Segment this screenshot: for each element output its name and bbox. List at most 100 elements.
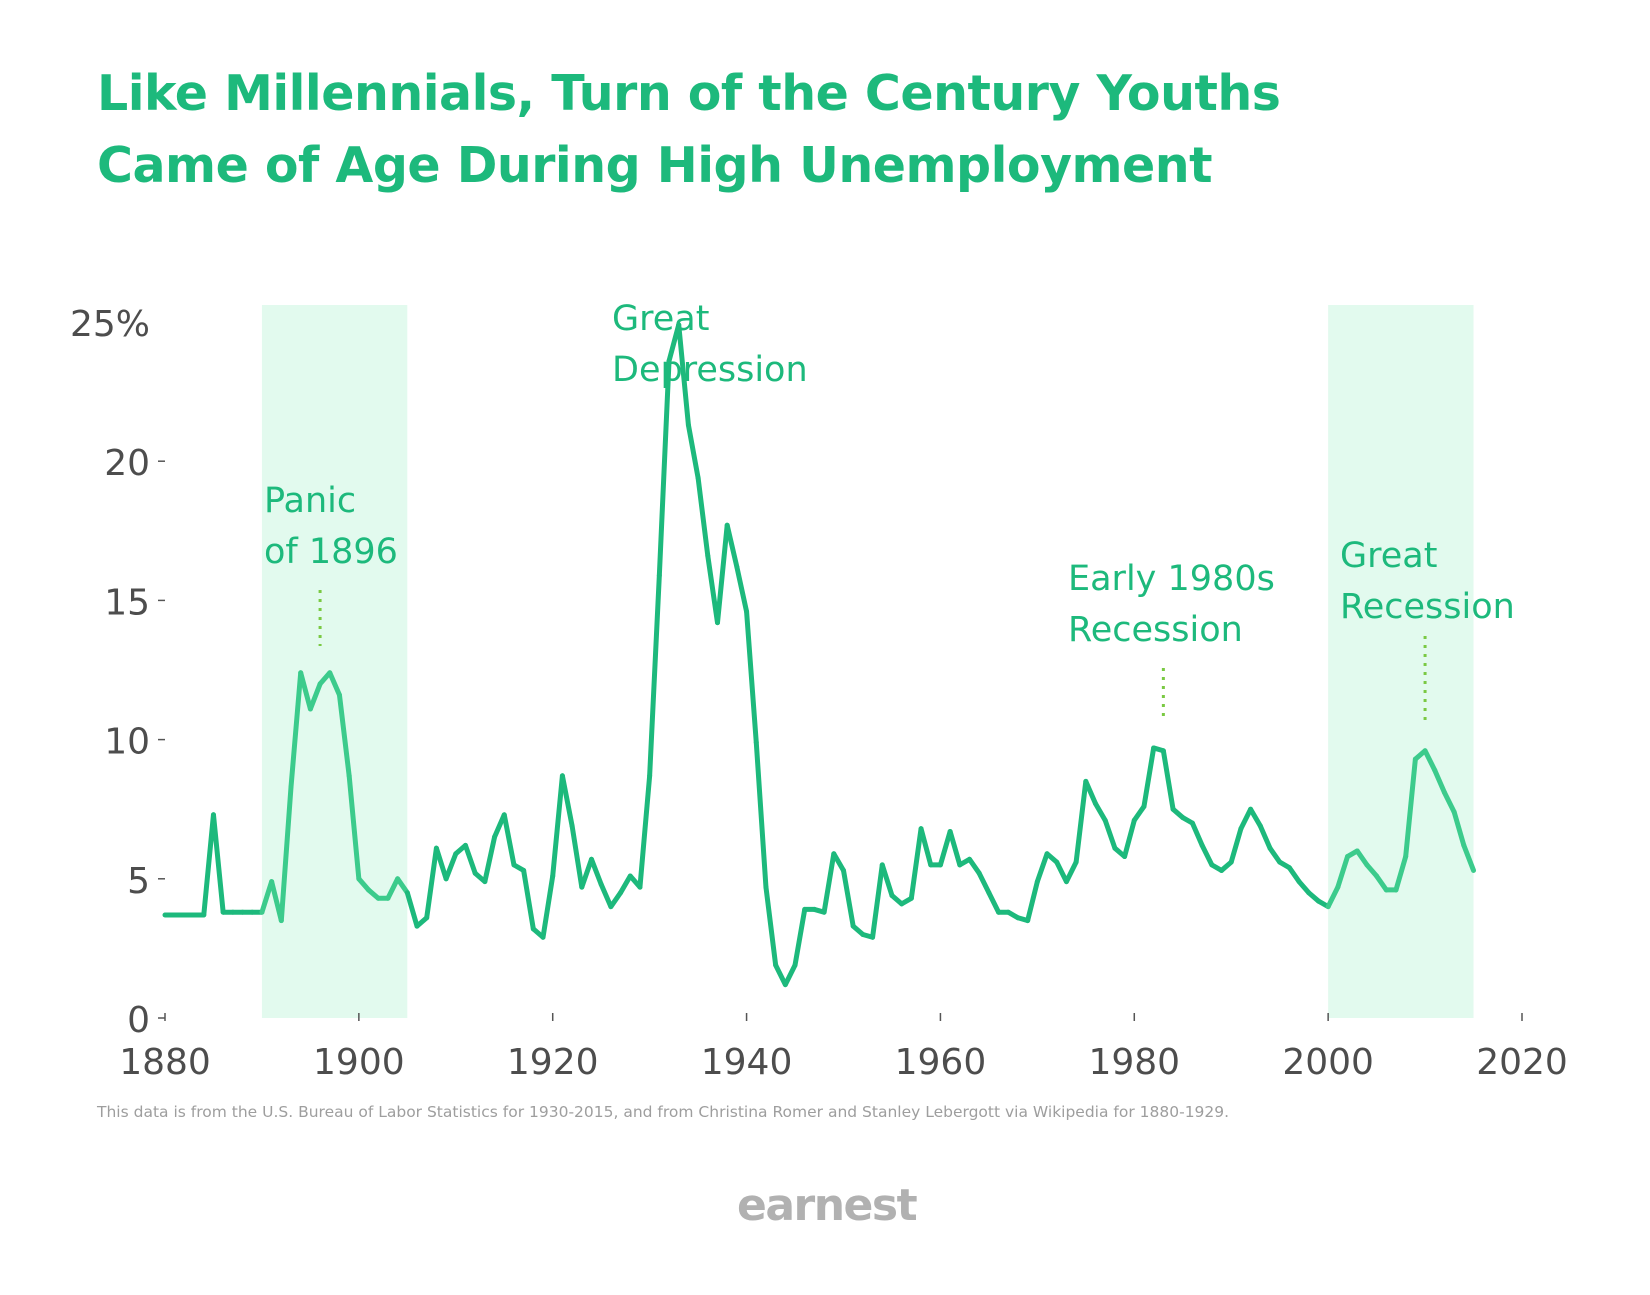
series-line-segment — [976, 870, 992, 896]
series-line-segment — [1374, 873, 1389, 893]
y-tick-label: 25% — [70, 304, 150, 345]
series-line-segment — [879, 862, 895, 899]
annotation-label-line: Depression — [612, 350, 808, 390]
x-tick-label: 1940 — [701, 1042, 793, 1083]
series-line-segment — [1354, 848, 1370, 868]
annotation-label: Early 1980s Recession — [1068, 559, 1275, 650]
series-line-segment — [598, 881, 614, 910]
series-line-segment — [385, 876, 401, 901]
series-line-segment — [404, 890, 420, 929]
series-line-segment — [201, 812, 216, 918]
series-line-segment — [1441, 789, 1457, 815]
series-line-segment — [1102, 817, 1118, 851]
series-line-segment — [1034, 851, 1050, 885]
y-tick-label: 15 — [104, 582, 150, 623]
series-line-segment — [424, 845, 439, 921]
chart-title-line-1: Like Millennials, Turn of the Century Yo… — [97, 65, 1281, 122]
x-tick-label: 2020 — [1476, 1042, 1568, 1083]
series-line-segment — [482, 834, 498, 885]
series-line-segment — [967, 856, 982, 876]
series-line-segment — [773, 962, 788, 988]
chart-title-line-2: Came of Age During High Unemployment — [97, 137, 1213, 194]
series-line-segment — [937, 828, 953, 868]
series-line-segment — [1267, 845, 1283, 865]
series-line-segment — [550, 773, 565, 879]
series-line-segment — [588, 856, 604, 887]
series-line-segment — [1189, 820, 1205, 848]
series-line-segment — [1257, 823, 1273, 851]
series-line-segment — [705, 553, 720, 626]
annotation-label: Great Depression — [612, 299, 808, 390]
series-line-segment — [1432, 767, 1447, 795]
series-line-segment — [1238, 806, 1254, 832]
series-line-segment — [336, 692, 352, 779]
series-line-segment — [559, 773, 575, 829]
series-line-segment — [841, 867, 856, 929]
series-line-segment — [501, 812, 517, 868]
series-line-segment — [1403, 756, 1418, 860]
series-line-segment — [821, 851, 837, 915]
series-line-segment — [792, 906, 808, 968]
series-line-segment — [656, 358, 672, 578]
series-line-segment — [637, 773, 653, 890]
annotation-label-line: Recession — [1340, 587, 1515, 627]
series-line-segment — [908, 826, 924, 901]
x-tick-label: 1960 — [895, 1042, 987, 1083]
series-line-layer — [162, 322, 1477, 988]
series-line-segment — [1422, 748, 1438, 773]
series-line-segment — [1122, 817, 1137, 860]
series-line-segment — [1325, 884, 1341, 910]
series-line-segment — [1335, 854, 1351, 890]
series-line-segment — [986, 890, 1002, 915]
series-line-segment — [1199, 842, 1215, 868]
series-line-segment — [695, 475, 711, 559]
source-footnote: This data is from the U.S. Bureau of Lab… — [97, 1103, 1230, 1121]
series-line-segment — [1160, 748, 1176, 812]
shaded-periods — [261, 305, 1474, 1018]
annotation-label-line: Panic — [264, 481, 356, 521]
series-line-segment — [307, 681, 323, 712]
series-line-segment — [1393, 854, 1409, 893]
series-line-segment — [327, 670, 342, 698]
y-tick-label: 5 — [127, 861, 150, 902]
series-line-segment — [947, 828, 963, 868]
series-line-segment — [714, 522, 730, 626]
y-tick-label: 10 — [104, 722, 150, 763]
annotations: Panic of 1896 Great Depression Early 1980s Re… — [264, 299, 1515, 726]
annotation-label-line: Great — [1340, 536, 1437, 576]
shaded-region-2 — [1328, 305, 1474, 1018]
series-line-segment — [647, 572, 662, 779]
series-line-segment — [298, 670, 313, 712]
annotation-label-line: of 1896 — [264, 532, 398, 572]
x-tick-label: 1920 — [507, 1042, 599, 1083]
series-line-segment — [288, 670, 304, 790]
x-tick-label: 1980 — [1088, 1042, 1180, 1083]
series-line-segment — [579, 856, 594, 890]
series-line-segment — [1083, 778, 1099, 807]
series-line-segment — [1141, 745, 1157, 809]
series-line-segment — [744, 609, 759, 745]
series-line-segment — [1248, 806, 1263, 829]
series-line-segment — [462, 842, 478, 876]
x-tick-label: 1900 — [313, 1042, 405, 1083]
series-line-segment — [676, 322, 691, 428]
series-line-segment — [1228, 826, 1244, 865]
x-tick-label: 1880 — [119, 1042, 211, 1083]
series-line-segment — [782, 962, 798, 988]
annotation-label-line: Early 1980s — [1068, 559, 1275, 599]
series-line-segment — [1451, 809, 1467, 848]
unemployment-line-chart: 0 5 10 15 20 25% 1880 1900 1920 1940 1960 1980 2000 2… — [70, 299, 1568, 1083]
series-line-segment — [210, 812, 226, 915]
y-tick-label: 20 — [104, 443, 150, 484]
series-line-segment — [763, 884, 779, 968]
series-line-segment — [1063, 859, 1079, 885]
series-line-segment — [278, 784, 294, 924]
series-line-segment — [259, 879, 275, 915]
series-line-segment — [1461, 842, 1477, 873]
annotation-label-line: Great — [612, 299, 709, 339]
series-line-segment — [918, 826, 934, 868]
series-line-segment — [685, 422, 701, 481]
x-tick-label: 2000 — [1282, 1042, 1374, 1083]
series-line-segment — [1054, 859, 1069, 885]
annotation-label: Great Recession — [1340, 536, 1515, 627]
